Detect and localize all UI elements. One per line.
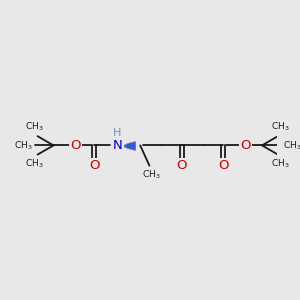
Text: H: H [113, 128, 121, 138]
Text: CH$_3$: CH$_3$ [26, 121, 44, 134]
Text: O: O [89, 159, 99, 172]
Text: CH$_3$: CH$_3$ [272, 121, 290, 134]
Text: CH$_3$: CH$_3$ [283, 139, 300, 152]
Text: CH$_3$: CH$_3$ [142, 168, 161, 181]
Text: N: N [112, 139, 122, 152]
Text: O: O [176, 159, 187, 172]
Text: O: O [70, 139, 81, 152]
Text: CH$_3$: CH$_3$ [26, 158, 44, 170]
Text: CH$_3$: CH$_3$ [14, 139, 32, 152]
Text: CH$_3$: CH$_3$ [272, 158, 290, 170]
Text: O: O [240, 139, 250, 152]
Text: O: O [218, 159, 229, 172]
